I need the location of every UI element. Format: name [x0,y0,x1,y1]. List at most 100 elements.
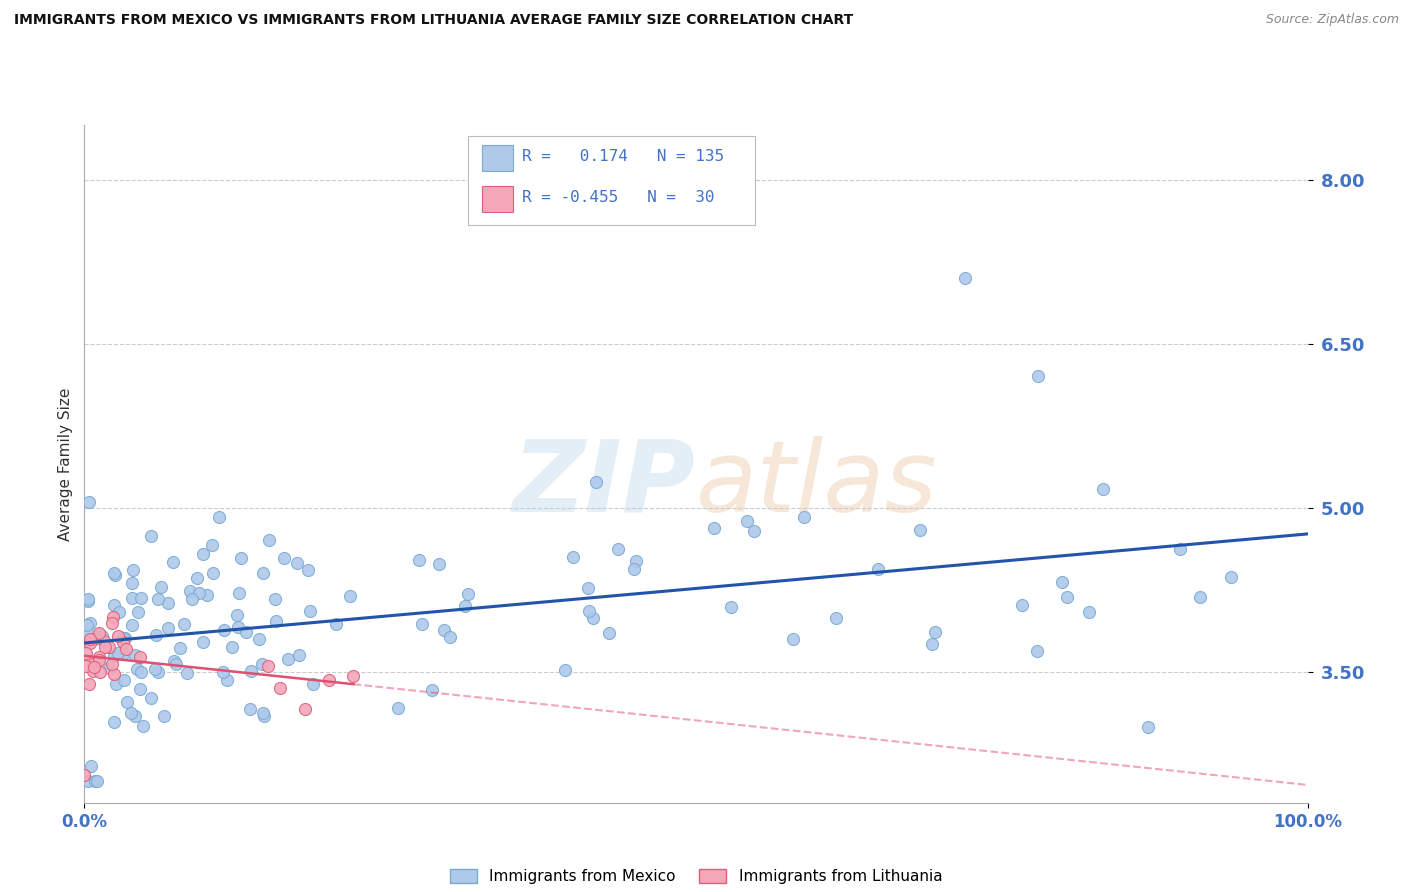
Point [252,566,274,581]
Point [212,623,235,637]
Point [89,665,111,680]
Point [77,773,100,788]
Point [104,568,127,582]
Point [80,759,103,773]
Point [75,659,97,673]
Point [91,629,114,643]
Point [157,621,180,635]
Point [115,695,138,709]
Point [191,548,214,562]
Point [411,616,433,631]
Point [623,562,645,576]
Point [94,640,117,655]
Point [103,610,125,624]
Text: R =   0.174   N = 135: R = 0.174 N = 135 [522,149,724,163]
Point [79,677,101,691]
Point [1168,542,1191,557]
Point [86,773,108,788]
Point [112,646,135,660]
Point [129,665,152,679]
Point [173,616,195,631]
Point [103,649,125,664]
Point [735,515,758,529]
Point [115,641,138,656]
Point [188,586,211,600]
Point [624,554,647,568]
Point [122,563,145,577]
Point [235,625,257,640]
Point [89,649,111,664]
Point [108,605,131,619]
Point [98,661,121,675]
Point [742,524,765,538]
Point [139,529,162,543]
Point [582,610,605,624]
Point [578,604,600,618]
Point [325,616,347,631]
Point [103,566,125,580]
Point [201,566,224,580]
Point [277,652,299,666]
Point [908,523,931,537]
Text: R = -0.455   N =  30: R = -0.455 N = 30 [522,190,714,204]
Point [191,635,214,649]
Point [576,581,599,595]
Point [148,665,170,680]
Point [1078,605,1101,619]
Legend: Immigrants from Mexico, Immigrants from Lithuania: Immigrants from Mexico, Immigrants from … [444,863,948,890]
Point [439,630,461,644]
Point [120,706,142,721]
Point [79,632,101,646]
Point [247,632,270,647]
Point [585,475,607,490]
Point [1136,720,1159,734]
Point [253,709,276,723]
Point [598,626,620,640]
Point [162,555,184,569]
Point [124,648,146,663]
Point [720,599,742,614]
Point [89,628,111,642]
Point [112,673,135,688]
Point [83,660,105,674]
Point [921,637,943,651]
Text: ZIP: ZIP [513,435,696,533]
Point [273,550,295,565]
Point [226,608,249,623]
Point [288,648,311,662]
Point [221,640,243,654]
Point [924,625,946,640]
Point [146,592,169,607]
Point [294,702,316,716]
Point [79,636,101,650]
Point [606,542,628,557]
Point [257,659,280,673]
Point [73,768,96,782]
Point [129,681,152,696]
Point [782,632,804,647]
Point [226,619,249,633]
Point [239,702,262,716]
Point [408,553,430,567]
Point [107,629,129,643]
Point [82,665,104,679]
Point [77,591,100,606]
Point [298,604,321,618]
Point [427,558,450,572]
Point [103,715,125,730]
Point [1220,570,1243,584]
Point [1050,575,1073,590]
Point [111,634,134,648]
Point [339,589,361,603]
Y-axis label: Average Family Size: Average Family Size [58,387,73,541]
Point [252,706,274,720]
Point [297,563,319,577]
Point [215,673,238,687]
Point [554,663,576,677]
Point [103,667,125,681]
Point [285,556,308,570]
Point [127,605,149,619]
Point [824,611,846,625]
Point [180,592,202,607]
Point [263,591,285,606]
